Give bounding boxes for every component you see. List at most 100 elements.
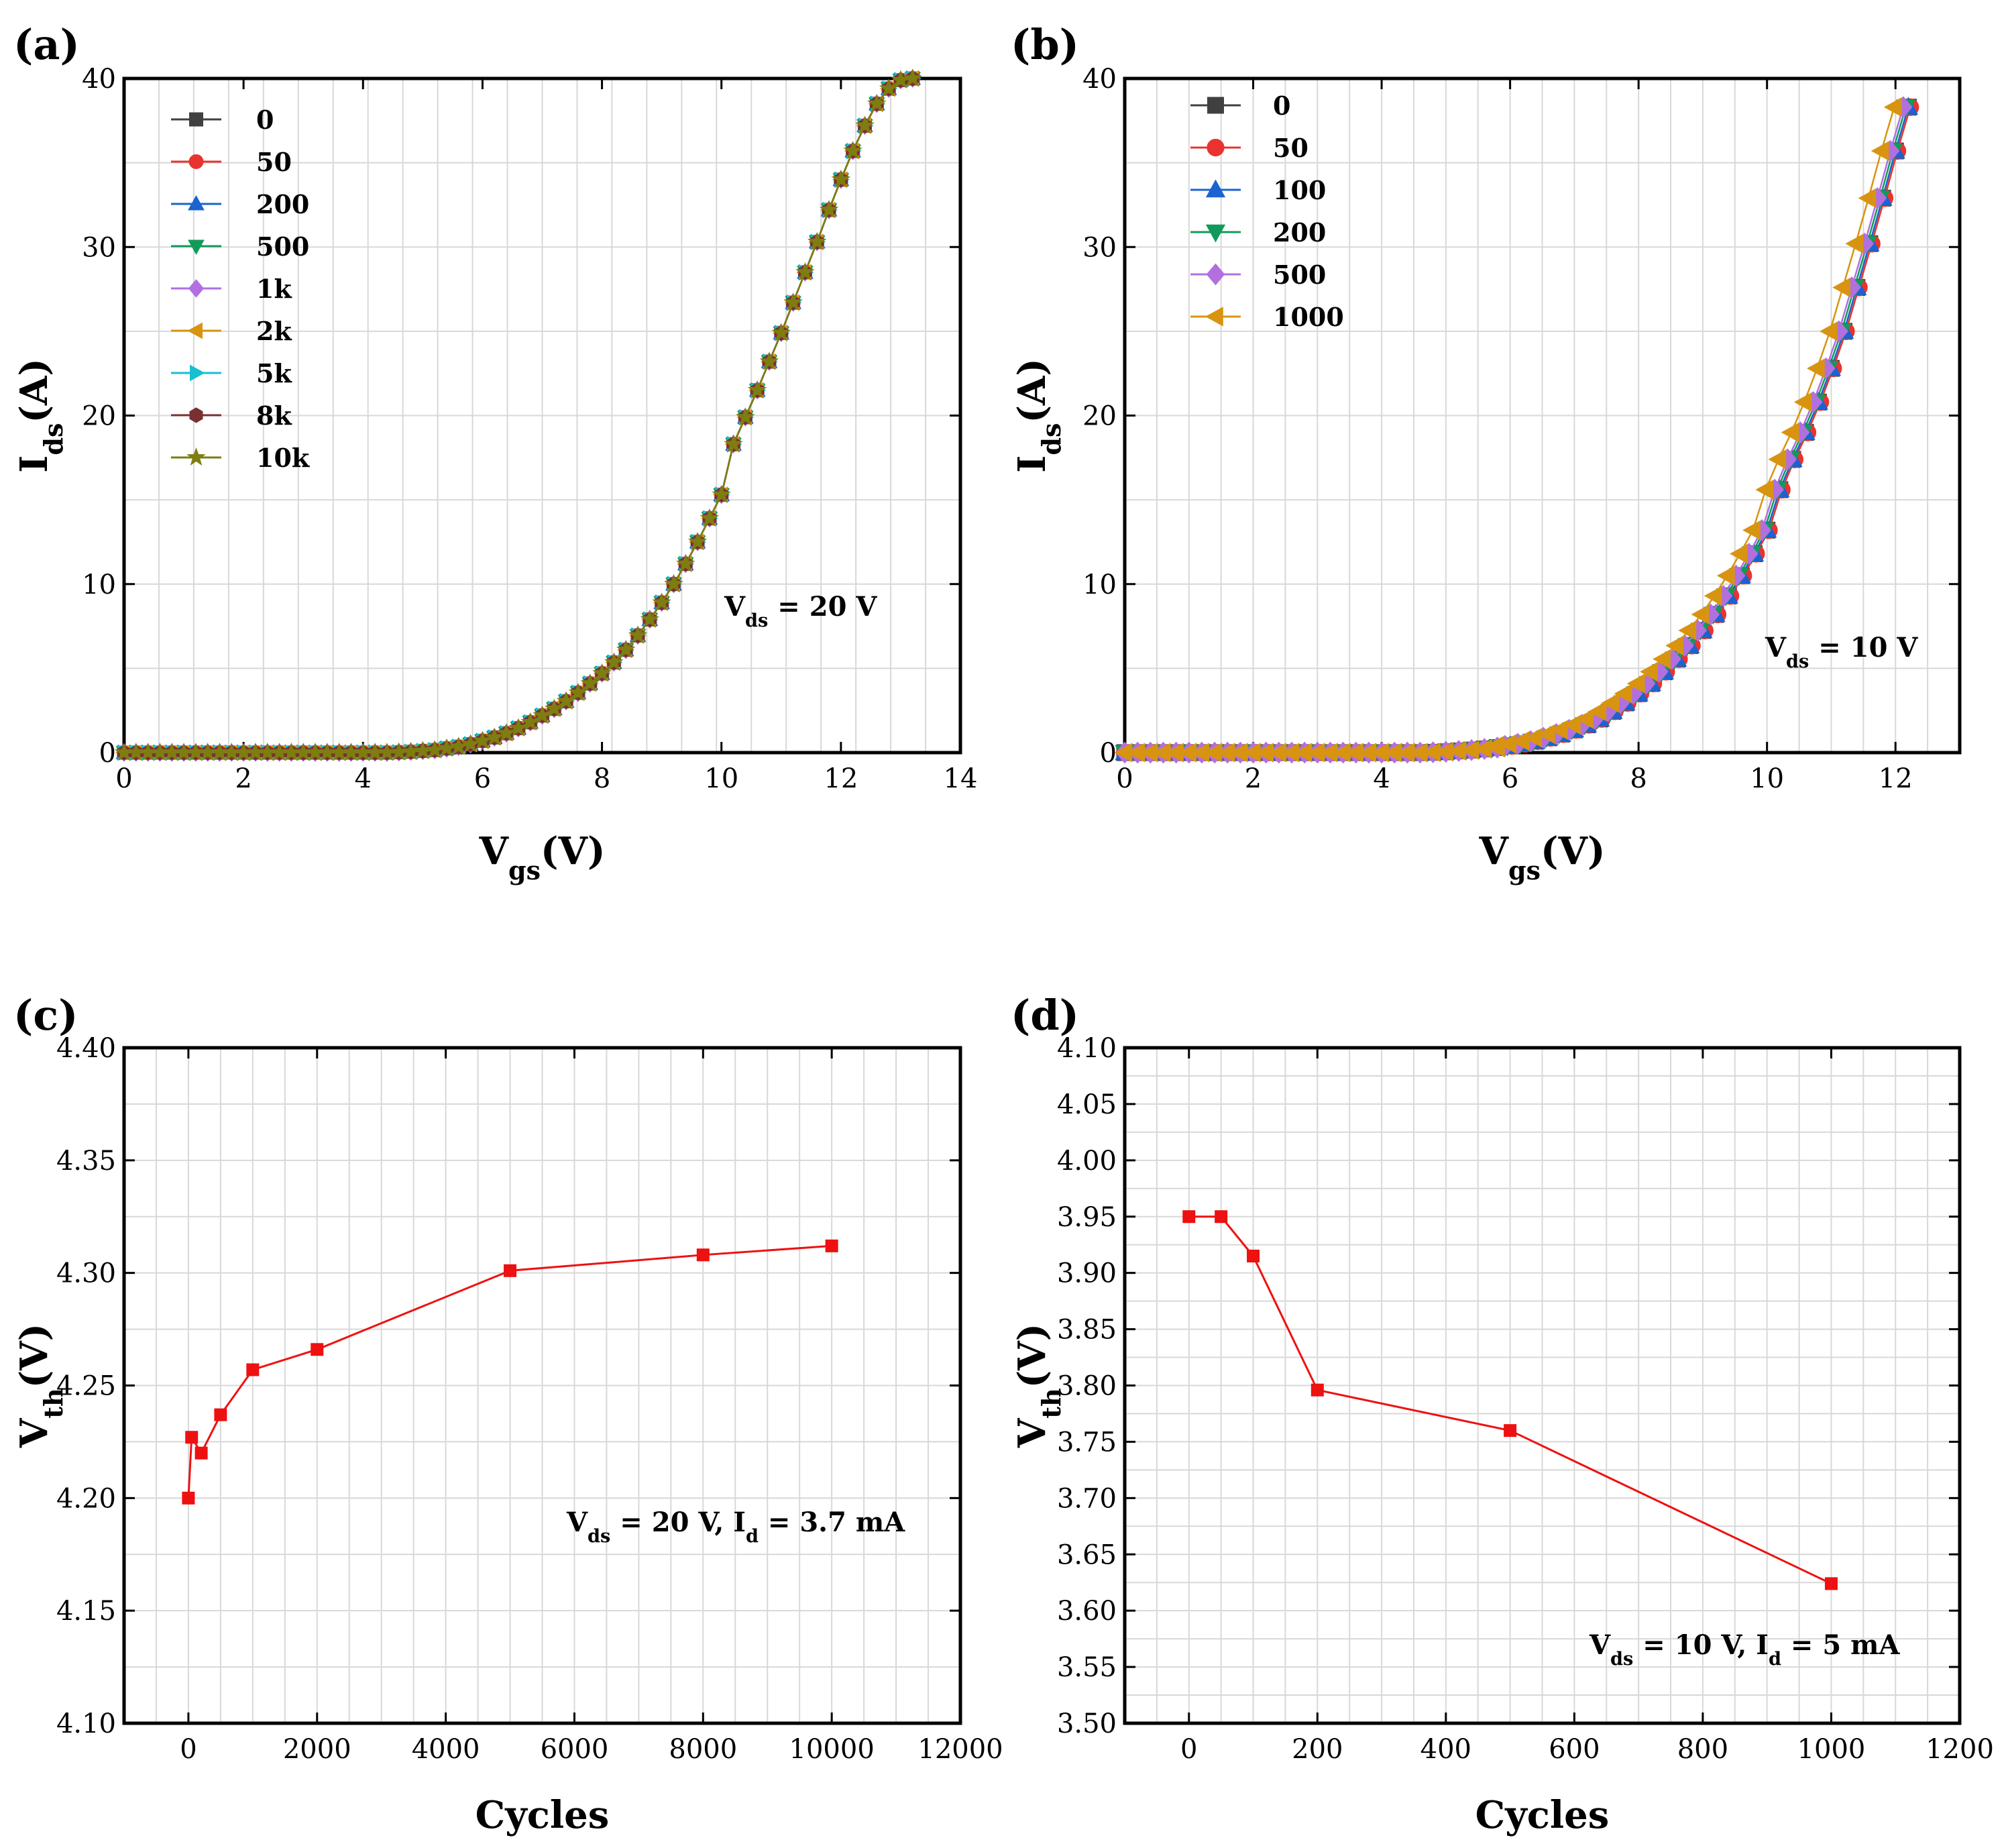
x-axis-title-main: V [479,829,510,873]
plot-frame [122,76,962,755]
data-point [604,652,624,671]
y-tick-label: 3.70 [1057,1483,1117,1514]
data-point [1626,673,1645,694]
y-tick-label: 4.10 [56,1708,116,1739]
data-point [676,553,695,572]
data-point [700,508,720,527]
x-axis-title: Vgs(V) [1479,829,1606,885]
plot-frame [1123,76,1962,755]
condition-annotation-tail: = 10 V [1809,632,1918,663]
data-point [568,682,588,701]
data-point [1504,1424,1517,1437]
data-point [783,292,803,311]
data-point [1858,188,1877,209]
data-point [1730,543,1748,564]
y-axis-title-main: I [12,455,56,473]
data-point [214,1408,227,1421]
condition-annotation: Vds = 10 V [1765,632,1918,672]
panel-c: 0 2000 4000 6000 8000 10000 12000 4.10 4.15 4.20 4… [12,991,1003,1837]
x-tick-label: 0 [115,763,132,794]
data-point [1820,321,1838,341]
grid [124,1048,960,1723]
data-point [1537,724,1555,745]
y-tick-label: 0 [1100,738,1117,769]
legend-swatch-marker [1205,179,1226,198]
data-point [1742,520,1761,540]
data-point [616,639,636,658]
x-tick-label: 4 [355,763,372,794]
data-point [508,718,528,737]
y-tick-label: 40 [82,64,116,95]
panel-label: (d) [1011,991,1079,1040]
legend-swatch-marker [1205,224,1226,243]
x-tick-label: 1200 [1926,1734,1994,1765]
legend-swatch-marker [188,239,205,256]
data-point [1511,731,1530,751]
condition-annotation-tail: = 10 V, I [1633,1629,1769,1661]
x-axis-title-tail: (V) [541,829,605,873]
data-point [664,574,683,592]
y-tick-label: 3.50 [1057,1708,1117,1739]
data-point [311,1343,324,1356]
legend-swatch-marker [1207,138,1225,157]
data-point [1310,1383,1324,1397]
x-tick-label: 12 [1879,763,1913,794]
x-tick-label: 400 [1420,1734,1471,1765]
grid [1125,1048,1960,1723]
legend-label: 500 [1273,260,1326,290]
condition-annotation-sub2: d [1769,1648,1781,1670]
legend-label: 200 [1273,217,1326,248]
data-point [545,698,564,717]
condition-annotation-sub: ds [745,610,768,631]
x-tick-label: 6 [474,763,491,794]
x-tick-label: 10000 [789,1734,875,1765]
condition-annotation-main: V [1765,632,1787,663]
legend-item: 50 [1190,133,1308,163]
data-point [1498,734,1516,754]
data-point [1678,620,1697,641]
data-point [1653,649,1671,669]
legend-item: 2k [171,316,292,346]
legend-item: 500 [1190,260,1326,290]
y-axis-title-tail: (V) [1010,1323,1054,1388]
y-tick-label: 4.05 [1057,1089,1117,1120]
y-axis-title: Vth(V) [1010,1323,1066,1448]
data-point [831,169,851,188]
legend-item: 1k [171,274,292,304]
legend-swatch-marker [187,322,203,339]
data-point [1639,661,1658,682]
data-point [640,609,660,628]
data-point [1691,604,1710,624]
y-tick-label: 4.30 [56,1258,116,1289]
y-tick-label: 3.95 [1057,1202,1117,1233]
data-point [724,434,743,453]
series-200 [115,69,922,759]
legend-label: 50 [1273,133,1308,163]
y-tick-label: 3.55 [1057,1652,1117,1683]
legend-swatch-marker [189,112,203,127]
condition-annotation-sub: ds [588,1525,610,1547]
data-point [771,323,791,341]
data-point [484,727,504,746]
x-tick-label: 800 [1677,1734,1728,1765]
series-group [114,68,922,762]
x-tick-label: 14 [944,763,978,794]
data-point [825,1239,838,1252]
legend-item: 0 [1190,91,1290,121]
legend-label: 0 [256,105,274,135]
x-tick-label: 4000 [412,1734,480,1765]
data-point [1588,701,1607,722]
x-axis-title-sub: gs [1508,855,1541,885]
data-point [696,1248,710,1262]
data-point [182,1491,195,1505]
y-tick-label: 3.80 [1057,1371,1117,1402]
x-tick-label: 2 [235,763,252,794]
x-tick-label: 0 [1180,1734,1197,1765]
data-point [1247,1249,1260,1262]
legend-item: 100 [1190,175,1326,205]
x-tick-label: 200 [1292,1734,1343,1765]
data-point [1704,586,1722,606]
y-tick-label: 3.75 [1057,1427,1117,1458]
y-tick-label: 4.10 [1057,1033,1117,1064]
